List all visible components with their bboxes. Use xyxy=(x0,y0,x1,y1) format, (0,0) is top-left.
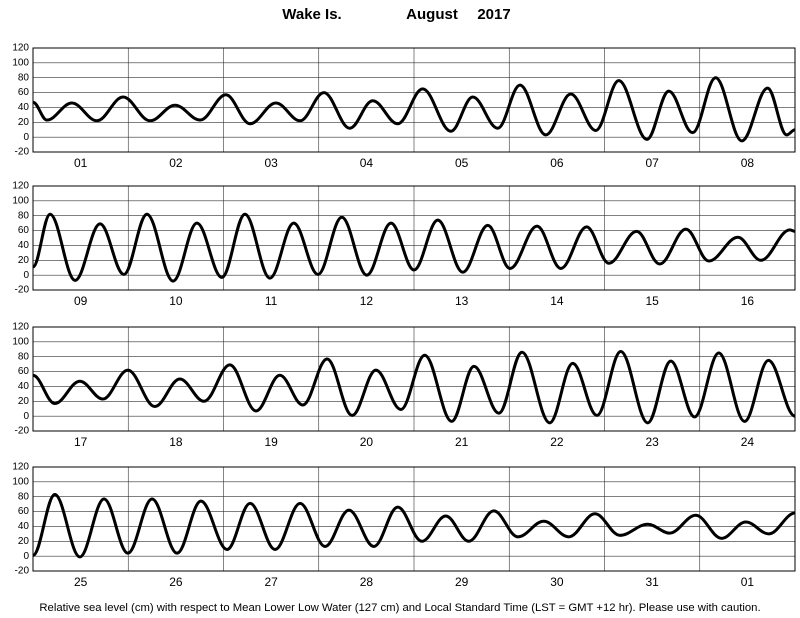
y-tick-label: 0 xyxy=(23,132,29,143)
tide-curve xyxy=(31,212,796,283)
tide-curve xyxy=(31,492,796,559)
x-tick-label: 28 xyxy=(360,575,374,589)
y-tick-label: 80 xyxy=(18,72,30,83)
x-tick-label: 25 xyxy=(74,575,88,589)
x-tick-label: 14 xyxy=(550,294,564,308)
x-tick-label: 05 xyxy=(455,156,469,170)
x-tick-label: 11 xyxy=(265,294,278,308)
y-tick-label: 20 xyxy=(18,255,30,266)
x-tick-label: 03 xyxy=(264,156,278,170)
x-tick-label: 06 xyxy=(550,156,564,170)
y-tick-label: 120 xyxy=(12,181,29,192)
x-tick-label: 18 xyxy=(169,435,183,449)
plot-frame xyxy=(32,466,796,572)
y-tick-label: 40 xyxy=(18,102,30,113)
y-tick-label: 40 xyxy=(18,240,30,251)
y-tick-label: -20 xyxy=(15,147,30,158)
y-tick-label: 20 xyxy=(18,117,30,128)
x-tick-label: 31 xyxy=(645,575,659,589)
tide-curve xyxy=(32,350,796,425)
plot-frame xyxy=(32,185,796,291)
x-tick-label: 29 xyxy=(455,575,469,589)
x-tick-label: 30 xyxy=(550,575,564,589)
y-tick-label: 60 xyxy=(18,225,30,236)
y-tick-label: 80 xyxy=(18,491,30,502)
y-tick-label: 100 xyxy=(12,336,29,347)
title-month: August xyxy=(406,6,458,23)
x-tick-label: 07 xyxy=(645,156,659,170)
y-tick-label: 80 xyxy=(18,210,30,221)
y-tick-label: 0 xyxy=(23,270,29,281)
y-tick-label: 100 xyxy=(12,476,29,487)
x-tick-label: 20 xyxy=(360,435,374,449)
x-tick-label: 17 xyxy=(74,435,88,449)
x-tick-label: 02 xyxy=(169,156,183,170)
y-tick-label: 20 xyxy=(18,396,30,407)
x-tick-label: 12 xyxy=(360,294,374,308)
tide-curve xyxy=(32,76,796,143)
y-tick-label: 60 xyxy=(18,366,30,377)
y-tick-label: 40 xyxy=(18,381,30,392)
y-tick-label: 0 xyxy=(23,551,29,562)
plot-frame xyxy=(32,47,796,153)
x-tick-label: 24 xyxy=(741,435,755,449)
x-tick-label: 23 xyxy=(645,435,659,449)
x-tick-label: 08 xyxy=(741,156,755,170)
y-tick-label: 60 xyxy=(18,506,30,517)
y-tick-label: 40 xyxy=(18,521,30,532)
x-tick-label: 09 xyxy=(74,294,88,308)
y-tick-label: 100 xyxy=(12,57,29,68)
y-tick-label: 120 xyxy=(12,43,29,54)
title-station: Wake Is. xyxy=(282,6,341,23)
x-tick-label: 04 xyxy=(360,156,374,170)
y-tick-label: 80 xyxy=(18,351,30,362)
x-tick-label: 15 xyxy=(645,294,659,308)
y-tick-label: -20 xyxy=(15,566,30,577)
y-tick-label: 100 xyxy=(12,195,29,206)
y-tick-label: 0 xyxy=(23,411,29,422)
x-tick-label: 10 xyxy=(169,294,183,308)
x-tick-label: 26 xyxy=(169,575,183,589)
title-year: 2017 xyxy=(477,6,510,23)
y-tick-label: 60 xyxy=(18,87,30,98)
x-tick-label: 01 xyxy=(74,156,88,170)
plot-frame xyxy=(32,326,796,432)
x-tick-label: 01 xyxy=(741,575,755,589)
y-tick-label: -20 xyxy=(15,285,30,296)
y-tick-label: 120 xyxy=(12,462,29,473)
y-tick-label: 20 xyxy=(18,536,30,547)
x-tick-label: 16 xyxy=(741,294,755,308)
y-tick-label: 120 xyxy=(12,322,29,333)
x-tick-label: 27 xyxy=(264,575,278,589)
y-tick-label: -20 xyxy=(15,426,30,437)
x-tick-label: 19 xyxy=(264,435,278,449)
x-tick-label: 21 xyxy=(455,435,469,449)
x-tick-label: 13 xyxy=(455,294,469,308)
x-tick-label: 22 xyxy=(550,435,564,449)
caption: Relative sea level (cm) with respect to … xyxy=(39,602,760,614)
